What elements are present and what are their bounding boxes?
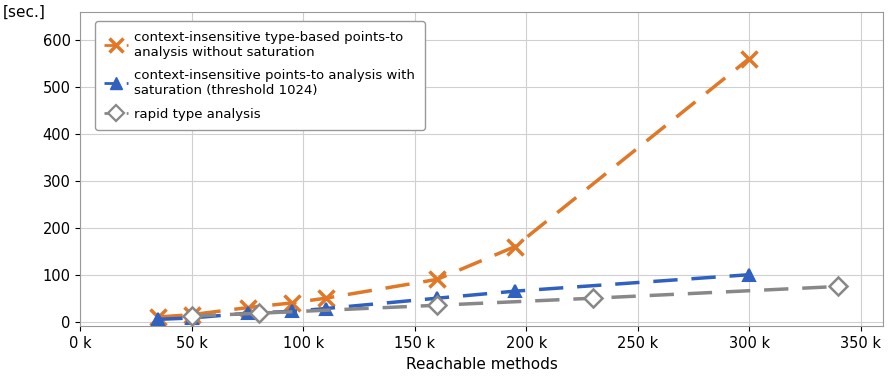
Y-axis label: [sec.]: [sec.] <box>3 5 45 20</box>
Legend: context-insensitive type-based points-to
analysis without saturation, context-in: context-insensitive type-based points-to… <box>95 21 425 130</box>
X-axis label: Reachable methods: Reachable methods <box>406 357 558 372</box>
